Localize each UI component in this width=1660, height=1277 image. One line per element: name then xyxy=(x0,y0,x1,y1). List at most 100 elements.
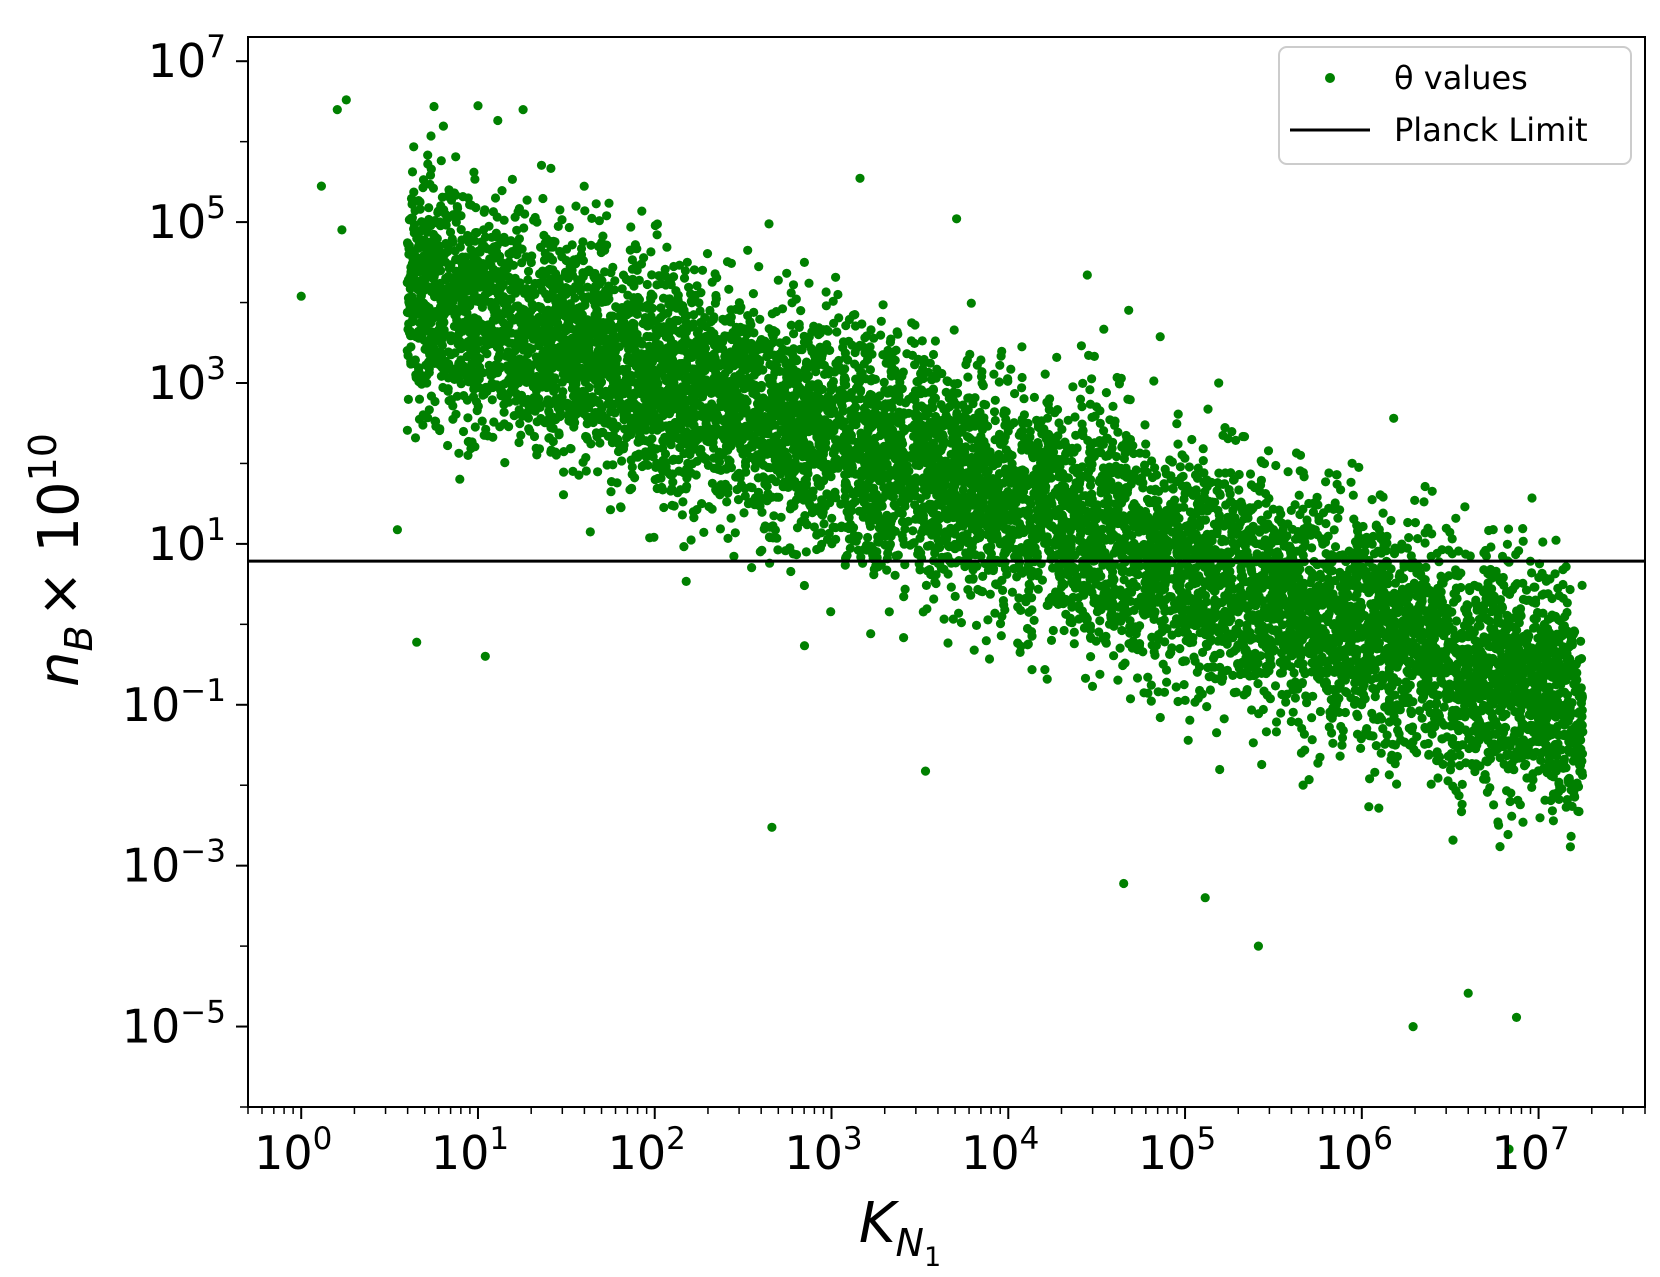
data-point xyxy=(652,230,662,240)
data-point xyxy=(1420,481,1430,492)
data-point xyxy=(1040,369,1050,379)
data-point xyxy=(1328,738,1338,748)
data-point xyxy=(1374,803,1384,813)
data-point xyxy=(928,349,939,360)
data-point xyxy=(1086,652,1096,662)
data-point xyxy=(407,167,418,177)
data-point xyxy=(627,483,637,493)
data-point xyxy=(1270,681,1281,691)
data-point xyxy=(990,395,1000,405)
data-point xyxy=(669,501,679,511)
data-point xyxy=(679,273,690,283)
data-point xyxy=(903,516,914,527)
data-point xyxy=(1513,795,1523,805)
data-point xyxy=(785,543,795,553)
data-point xyxy=(943,638,953,648)
data-point xyxy=(1521,585,1532,595)
data-point xyxy=(1220,468,1230,478)
data-point xyxy=(827,513,837,523)
data-point xyxy=(1324,468,1334,478)
data-point xyxy=(504,249,514,259)
data-point xyxy=(1108,401,1118,411)
data-point xyxy=(1536,755,1546,766)
data-point xyxy=(536,160,547,170)
data-point xyxy=(1215,764,1225,775)
scatter-points xyxy=(296,95,1588,1154)
data-point xyxy=(1454,546,1464,556)
data-point xyxy=(1078,378,1088,388)
data-point xyxy=(686,535,696,545)
data-point xyxy=(409,142,419,152)
data-point xyxy=(828,296,838,306)
data-point xyxy=(1386,515,1396,526)
data-point xyxy=(999,600,1009,610)
data-point xyxy=(899,633,909,643)
data-point xyxy=(1162,677,1172,687)
data-point xyxy=(1257,759,1267,770)
data-point xyxy=(555,205,565,215)
data-point xyxy=(571,201,581,211)
data-point xyxy=(826,607,836,617)
data-point xyxy=(1253,679,1263,689)
data-point xyxy=(512,225,522,235)
data-point xyxy=(470,422,480,432)
data-point xyxy=(559,467,569,477)
data-point xyxy=(1502,539,1512,549)
data-point xyxy=(617,456,627,466)
data-point xyxy=(538,193,548,204)
data-point xyxy=(1042,674,1052,684)
data-point xyxy=(1392,779,1402,789)
data-point xyxy=(1371,741,1381,751)
data-point xyxy=(1333,513,1343,523)
data-point xyxy=(950,591,960,602)
data-point xyxy=(423,413,433,423)
data-point xyxy=(908,526,918,536)
data-point xyxy=(493,115,503,126)
data-point xyxy=(426,131,436,141)
data-point xyxy=(1288,707,1298,717)
data-point xyxy=(1483,578,1493,588)
data-point xyxy=(414,394,425,404)
data-point xyxy=(497,186,507,196)
data-point xyxy=(591,199,601,209)
data-point xyxy=(467,437,477,447)
data-point xyxy=(1214,468,1224,478)
data-point xyxy=(757,545,767,555)
data-point xyxy=(1052,352,1062,362)
data-point xyxy=(1518,524,1528,534)
data-point xyxy=(544,406,554,416)
data-point xyxy=(1132,673,1143,683)
data-point xyxy=(448,401,458,411)
data-point xyxy=(458,426,469,437)
data-point xyxy=(1125,395,1135,405)
data-point xyxy=(692,281,702,291)
data-point xyxy=(1565,842,1575,852)
data-point xyxy=(617,284,627,294)
data-point xyxy=(499,407,509,417)
data-point xyxy=(1488,525,1498,535)
data-point xyxy=(1120,658,1130,668)
data-point xyxy=(1067,602,1077,612)
data-point xyxy=(429,101,439,112)
data-point xyxy=(1040,665,1050,675)
data-point xyxy=(929,594,939,604)
data-point xyxy=(788,280,799,290)
data-point xyxy=(966,590,976,600)
data-point xyxy=(403,394,413,404)
data-point xyxy=(747,563,757,573)
data-point xyxy=(1259,686,1269,696)
data-point xyxy=(692,505,702,515)
data-point xyxy=(581,466,591,476)
data-point xyxy=(1352,709,1362,719)
data-point xyxy=(821,301,831,311)
data-point xyxy=(639,253,649,263)
data-point xyxy=(1283,467,1293,477)
data-point xyxy=(1576,636,1586,646)
data-point xyxy=(1085,632,1096,642)
data-point xyxy=(580,206,590,216)
data-point xyxy=(1382,730,1392,740)
data-point xyxy=(1205,685,1215,695)
data-point xyxy=(832,327,842,337)
data-point xyxy=(1115,643,1125,653)
data-point xyxy=(985,589,995,599)
